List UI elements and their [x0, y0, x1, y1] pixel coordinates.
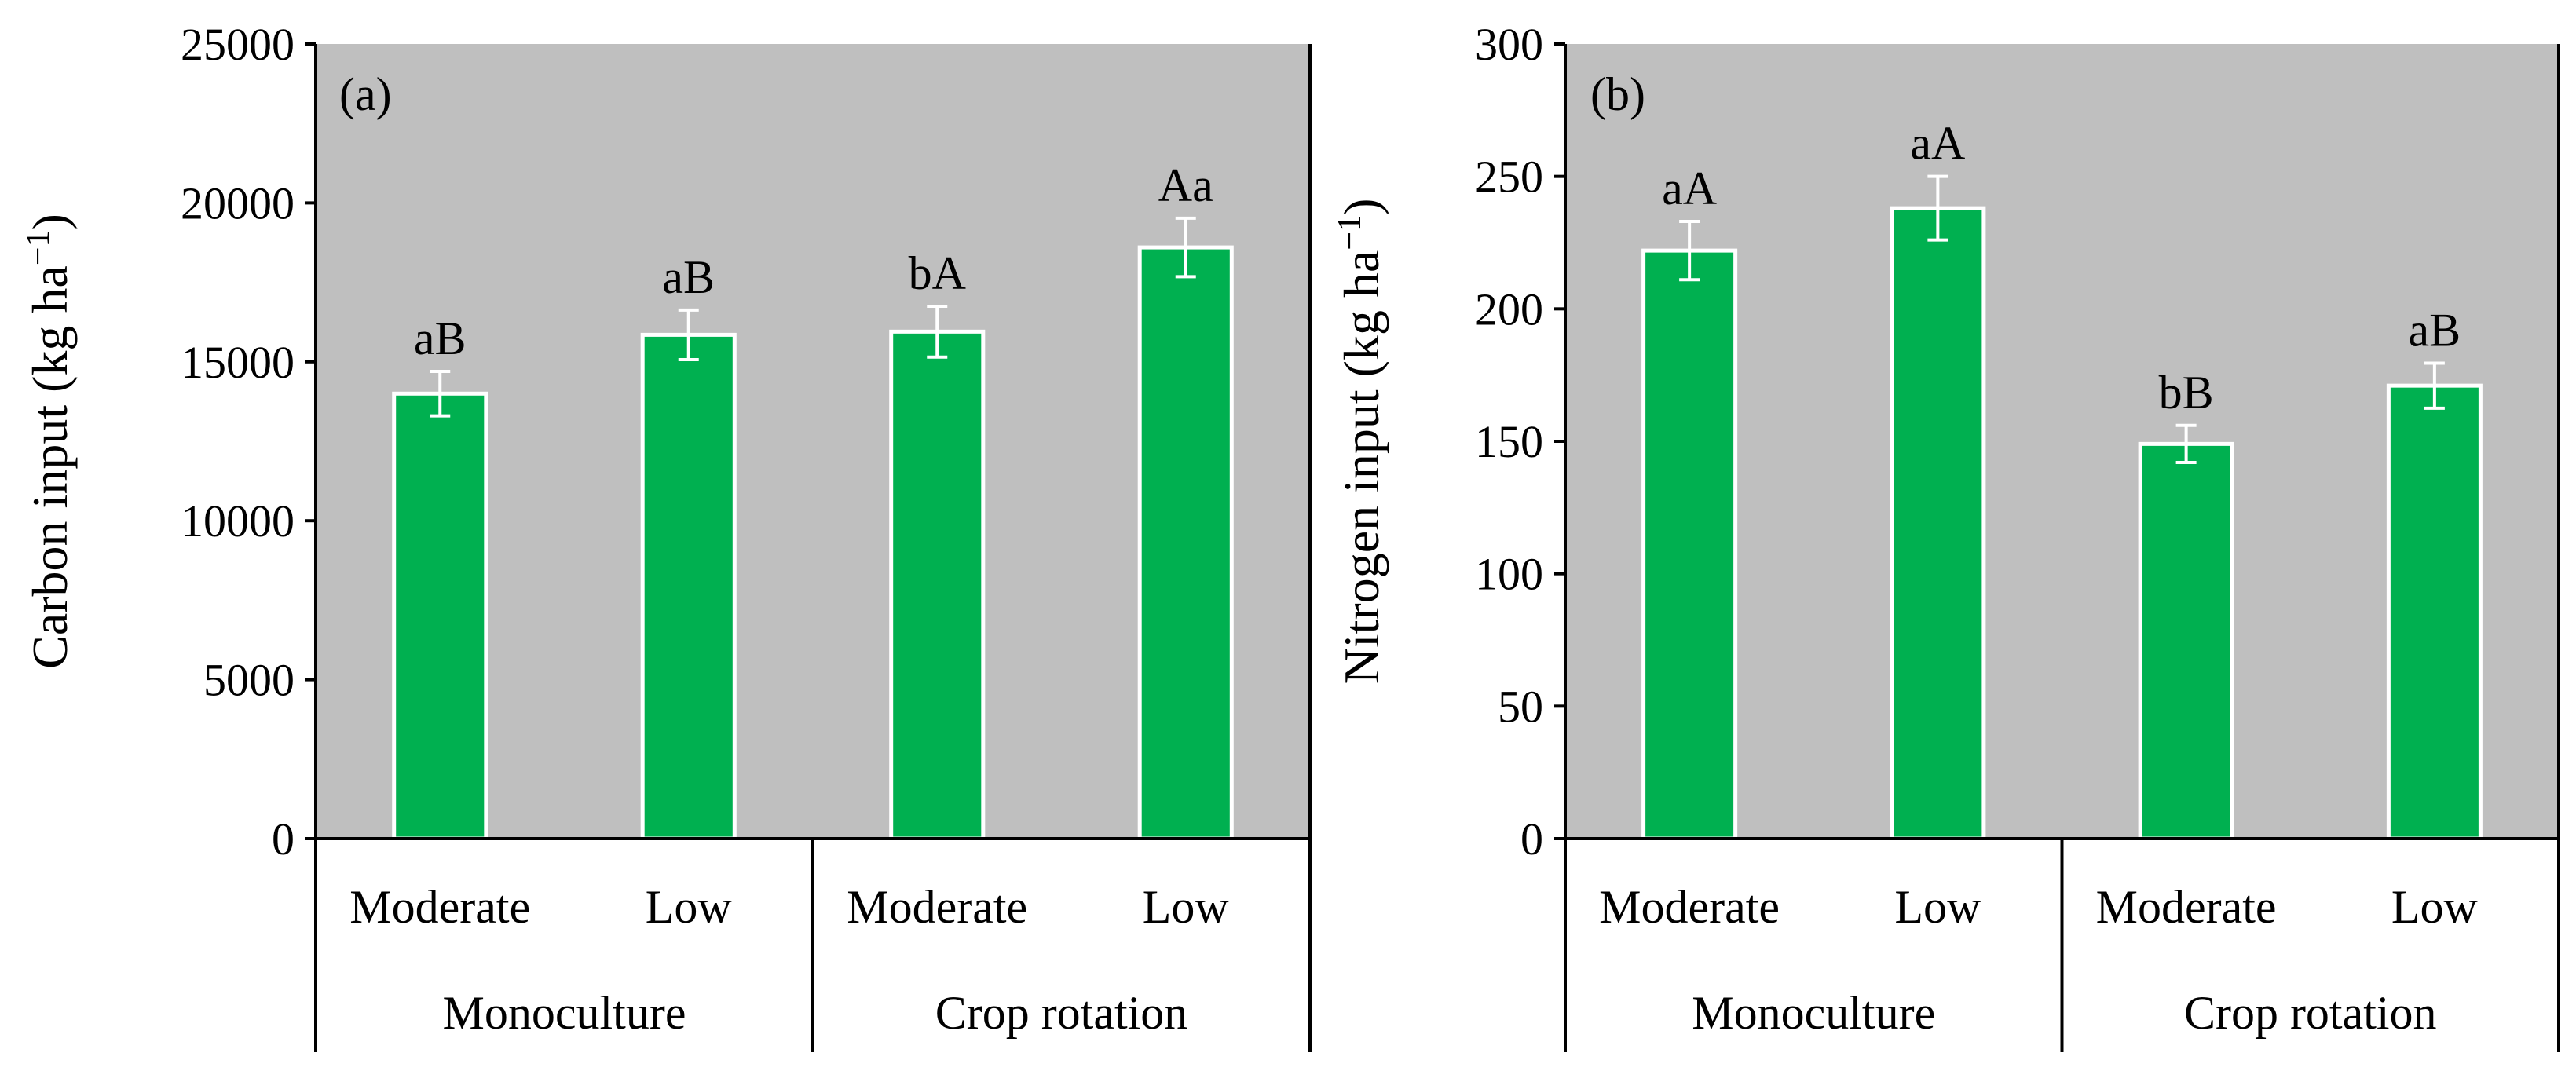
y-axis-title: Carbon input (kg ha−1)	[20, 214, 78, 669]
error-bar-2	[1927, 174, 1948, 242]
bar-3	[2138, 441, 2234, 841]
axes	[1564, 44, 2560, 1052]
significance-label-4: aB	[2409, 304, 2461, 356]
significance-label-3: bB	[2159, 367, 2214, 419]
y-tick-label-1: 0	[272, 813, 295, 864]
significance-label-2: aA	[1910, 118, 1965, 170]
x-tick-label-4: Low	[1143, 881, 1230, 933]
panel-label: (b)	[1590, 68, 1645, 120]
bar-1	[392, 391, 488, 841]
group-label-1: Monoculture	[1692, 987, 1935, 1039]
error-bar-2	[678, 308, 699, 361]
x-tick-label-4: Low	[2391, 881, 2479, 933]
x-tick-label-2: Low	[1894, 881, 1981, 933]
y-tick-label-6: 250	[1475, 152, 1543, 203]
x-tick-label-1: Moderate	[1599, 881, 1780, 933]
error-bar-4	[2424, 361, 2445, 410]
y-tick-label-6: 25000	[181, 19, 295, 70]
group-label-2: Crop rotation	[2184, 987, 2437, 1039]
y-tick-label-3: 100	[1475, 549, 1543, 600]
x-tick-label-1: Moderate	[349, 881, 530, 933]
y-tick-label-7: 300	[1475, 19, 1543, 70]
chart-panel-b: aA aA bB aB 0 50 100 150 200 250 300 Moderate Low Mon…	[1332, 19, 2560, 1052]
bar-2	[640, 332, 737, 841]
bar-1	[1641, 248, 1738, 841]
axes	[314, 44, 1312, 1052]
significance-label-3: bA	[909, 247, 966, 299]
x-tick-label-2: Low	[646, 881, 733, 933]
y-tick-label-2: 5000	[203, 655, 295, 706]
significance-label-2: aB	[662, 251, 715, 303]
significance-label-1: aA	[1662, 163, 1717, 214]
y-axis-title: Nitrogen input (kg ha−1)	[1332, 199, 1389, 685]
bar-2	[1890, 206, 1986, 841]
y-tick-label-5: 20000	[181, 177, 295, 228]
x-tick-label-3: Moderate	[847, 881, 1027, 933]
y-tick-label-4: 150	[1475, 416, 1543, 467]
group-label-1: Monoculture	[443, 987, 686, 1039]
error-bar-3	[2175, 423, 2197, 464]
significance-label-1: aB	[414, 313, 467, 364]
bar-4	[2386, 383, 2483, 841]
y-tick-label-1: 0	[1520, 813, 1543, 864]
panel-label: (a)	[339, 68, 392, 120]
y-tick-label-5: 200	[1475, 283, 1543, 334]
significance-label-4: Aa	[1158, 159, 1213, 211]
x-tick-label-3: Moderate	[2096, 881, 2277, 933]
group-label-2: Crop rotation	[935, 987, 1188, 1039]
error-bar-1	[1679, 220, 1700, 282]
error-bar-1	[430, 369, 451, 418]
bar-4	[1137, 245, 1234, 841]
chart-panel-a: aB aB bA Aa 0 5000 10000 15000 20000 25000 Moderat…	[20, 19, 1312, 1052]
y-tick-label-3: 10000	[181, 495, 295, 546]
bar-3	[889, 329, 986, 841]
y-tick-label-4: 15000	[181, 337, 295, 388]
y-tick-label-2: 50	[1498, 681, 1543, 732]
error-bar-4	[1175, 216, 1196, 279]
error-bar-3	[927, 304, 948, 359]
